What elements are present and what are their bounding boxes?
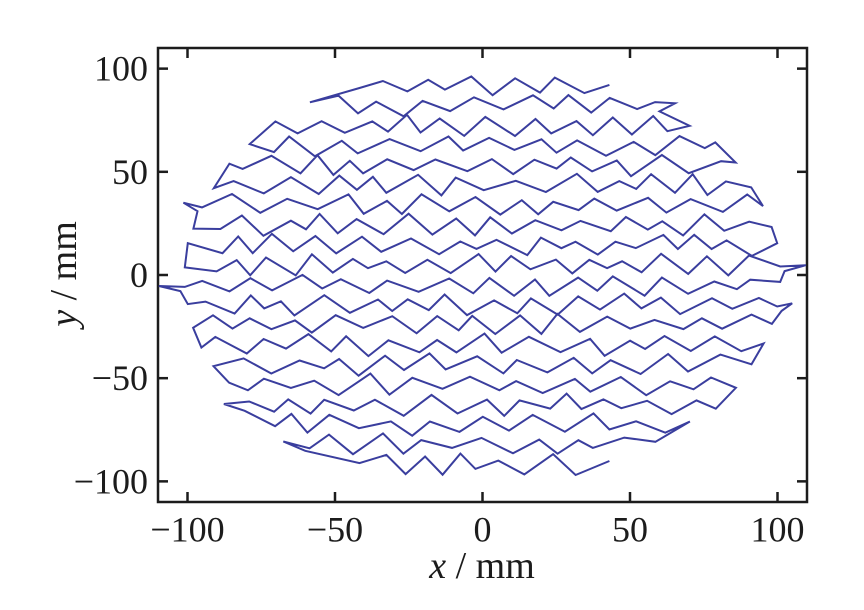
y-axis-variable: y (43, 310, 85, 331)
x-axis-label: x / mm (428, 545, 535, 587)
axis-tick-labels: −100 −50 0 50 100 −100 −50 0 50 100 (74, 49, 805, 550)
x-axis-unit: / mm (446, 545, 535, 587)
x-tick-label: −100 (150, 510, 224, 550)
axis-ticks (158, 48, 807, 502)
y-tick-label: −50 (92, 358, 148, 398)
y-axis-unit: / mm (43, 221, 85, 310)
x-axis-variable: x (428, 545, 446, 587)
plot-border (156, 46, 809, 504)
x-tick-label: 50 (612, 510, 648, 550)
y-tick-label: 100 (94, 49, 148, 89)
y-tick-label: 50 (112, 152, 148, 192)
x-tick-label: 0 (474, 510, 492, 550)
trajectory-line (158, 75, 807, 477)
x-tick-label: −50 (307, 510, 363, 550)
y-tick-label: 0 (130, 255, 148, 295)
y-tick-label: −100 (74, 461, 148, 501)
y-axis-label: y / mm (43, 221, 85, 331)
x-tick-label: 100 (751, 510, 805, 550)
